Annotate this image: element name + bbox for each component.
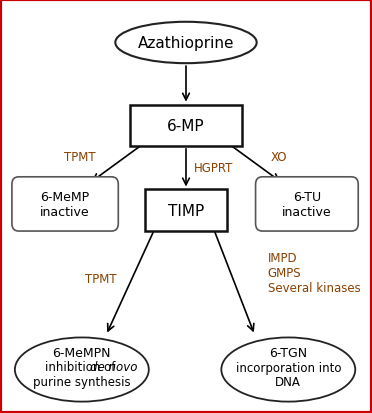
FancyBboxPatch shape: [12, 178, 118, 231]
Text: purine synthesis: purine synthesis: [33, 375, 131, 389]
Text: HGPRT: HGPRT: [193, 161, 233, 175]
FancyBboxPatch shape: [145, 190, 227, 231]
Text: incorporation into: incorporation into: [235, 361, 341, 374]
Text: 6-MeMPN: 6-MeMPN: [52, 346, 111, 359]
Ellipse shape: [221, 338, 355, 401]
Text: de novo: de novo: [90, 360, 138, 373]
Text: TPMT: TPMT: [64, 150, 96, 164]
Text: 6-TU
inactive: 6-TU inactive: [282, 190, 332, 218]
Text: DNA: DNA: [275, 375, 301, 389]
Text: 6-MP: 6-MP: [167, 119, 205, 133]
FancyBboxPatch shape: [130, 105, 242, 147]
Text: 6-TGN: 6-TGN: [269, 347, 307, 360]
Text: inhibition of: inhibition of: [45, 360, 115, 373]
Text: IMPD
GMPS
Several kinases: IMPD GMPS Several kinases: [268, 251, 360, 294]
Ellipse shape: [115, 23, 257, 64]
FancyBboxPatch shape: [256, 178, 358, 231]
Ellipse shape: [15, 338, 149, 401]
Text: Azathioprine: Azathioprine: [138, 36, 234, 51]
Text: TIMP: TIMP: [168, 203, 204, 218]
Text: TPMT: TPMT: [84, 272, 116, 285]
Text: 6-MeMP
inactive: 6-MeMP inactive: [40, 190, 90, 218]
Text: XO: XO: [271, 150, 287, 164]
